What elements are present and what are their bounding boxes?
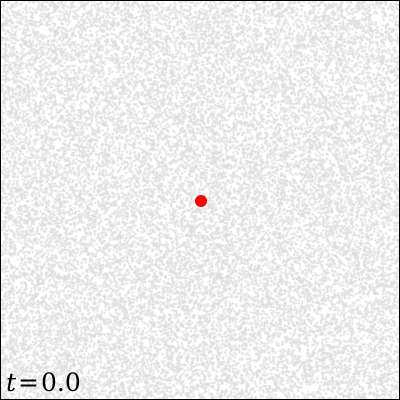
time-label: t=0.0: [6, 370, 81, 395]
time-variable: t: [6, 368, 17, 397]
time-equals-sign: =: [18, 368, 39, 397]
tracer-particle: [195, 195, 207, 207]
time-value: 0.0: [41, 368, 81, 397]
